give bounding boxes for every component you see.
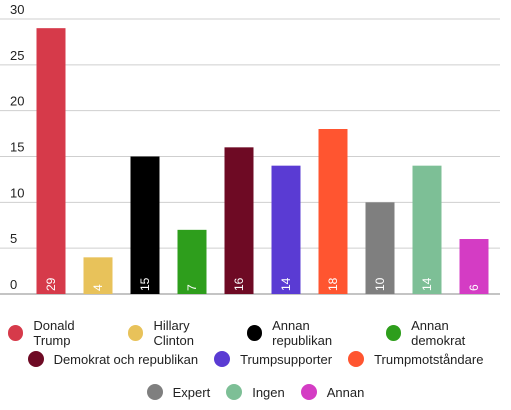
legend-row-3: Expert Ingen Annan	[0, 384, 511, 400]
legend-item: Annan	[300, 384, 365, 400]
bar-chart: 0 5 10 15 20 25 30 29 4 15 7 16 14 18 10 14 6	[0, 2, 500, 295]
legend-swatch	[27, 351, 44, 367]
bar	[365, 202, 395, 294]
legend-swatch	[226, 384, 243, 400]
y-tick-label: 15	[10, 140, 24, 155]
legend-swatch	[385, 325, 402, 341]
bar-value-label: 14	[279, 277, 293, 291]
legend-item: Trumpsupporter	[214, 351, 332, 367]
legend-swatch	[8, 325, 24, 341]
legend-item: Trumpmotståndare	[348, 351, 483, 367]
legend-label: Annan demokrat	[411, 318, 466, 348]
legend-label: Expert	[172, 384, 211, 400]
legend-item: Ingen	[226, 384, 285, 400]
legend-item: Hillary Clinton	[128, 318, 231, 348]
bar-value-label: 16	[232, 277, 246, 291]
legend-swatch	[348, 351, 365, 367]
bar	[83, 257, 113, 294]
bar-value-label: 10	[373, 277, 387, 291]
legend-item: Expert	[146, 384, 211, 400]
legend-item: Annan republikan	[246, 318, 370, 348]
bar-value-label: 4	[91, 284, 105, 291]
y-tick-label: 30	[10, 2, 24, 17]
bar-value-label: 14	[420, 277, 434, 291]
legend-swatch	[146, 384, 163, 400]
legend-row-2: Demokrat och republikan Trumpsupporter Tru…	[0, 351, 511, 367]
legend-swatch	[128, 325, 144, 341]
bar-value-label: 18	[326, 277, 340, 291]
bar	[459, 239, 489, 294]
bar-value-label: 7	[185, 284, 199, 291]
legend-label: Trumpsupporter	[240, 351, 333, 367]
bar	[177, 229, 207, 294]
legend-label: Hillary Clinton	[153, 318, 194, 348]
legend-label: Trumpmotståndare	[374, 351, 484, 367]
bar-value-label: 6	[467, 284, 481, 291]
legend-swatch	[214, 351, 231, 367]
bar	[130, 156, 160, 294]
legend-item: Donald Trump	[8, 318, 112, 348]
legend-label: Annan	[326, 384, 365, 400]
bar	[412, 165, 442, 294]
bar	[318, 129, 348, 294]
legend-item: Annan demokrat	[385, 318, 503, 348]
bar	[271, 165, 301, 294]
legend-label: Donald Trump	[33, 318, 75, 348]
legend-row-1: Donald Trump Hillary Clinton Annan republi…	[0, 318, 511, 348]
y-tick-label: 5	[10, 231, 17, 246]
bar	[224, 147, 254, 294]
legend-swatch	[246, 325, 263, 341]
bar-value-label: 29	[44, 277, 58, 291]
y-tick-label: 0	[10, 277, 17, 292]
bar	[36, 28, 66, 295]
y-tick-label: 20	[10, 94, 24, 109]
legend-item: Demokrat och republikan	[27, 351, 199, 367]
legend-label: Annan republikan	[272, 318, 333, 348]
legend-label: Demokrat och republikan	[53, 351, 199, 367]
legend-label: Ingen	[252, 384, 285, 400]
legend-swatch	[300, 384, 317, 400]
y-tick-label: 25	[10, 48, 24, 63]
y-tick-label: 10	[10, 185, 24, 200]
bar-value-label: 15	[138, 277, 152, 291]
